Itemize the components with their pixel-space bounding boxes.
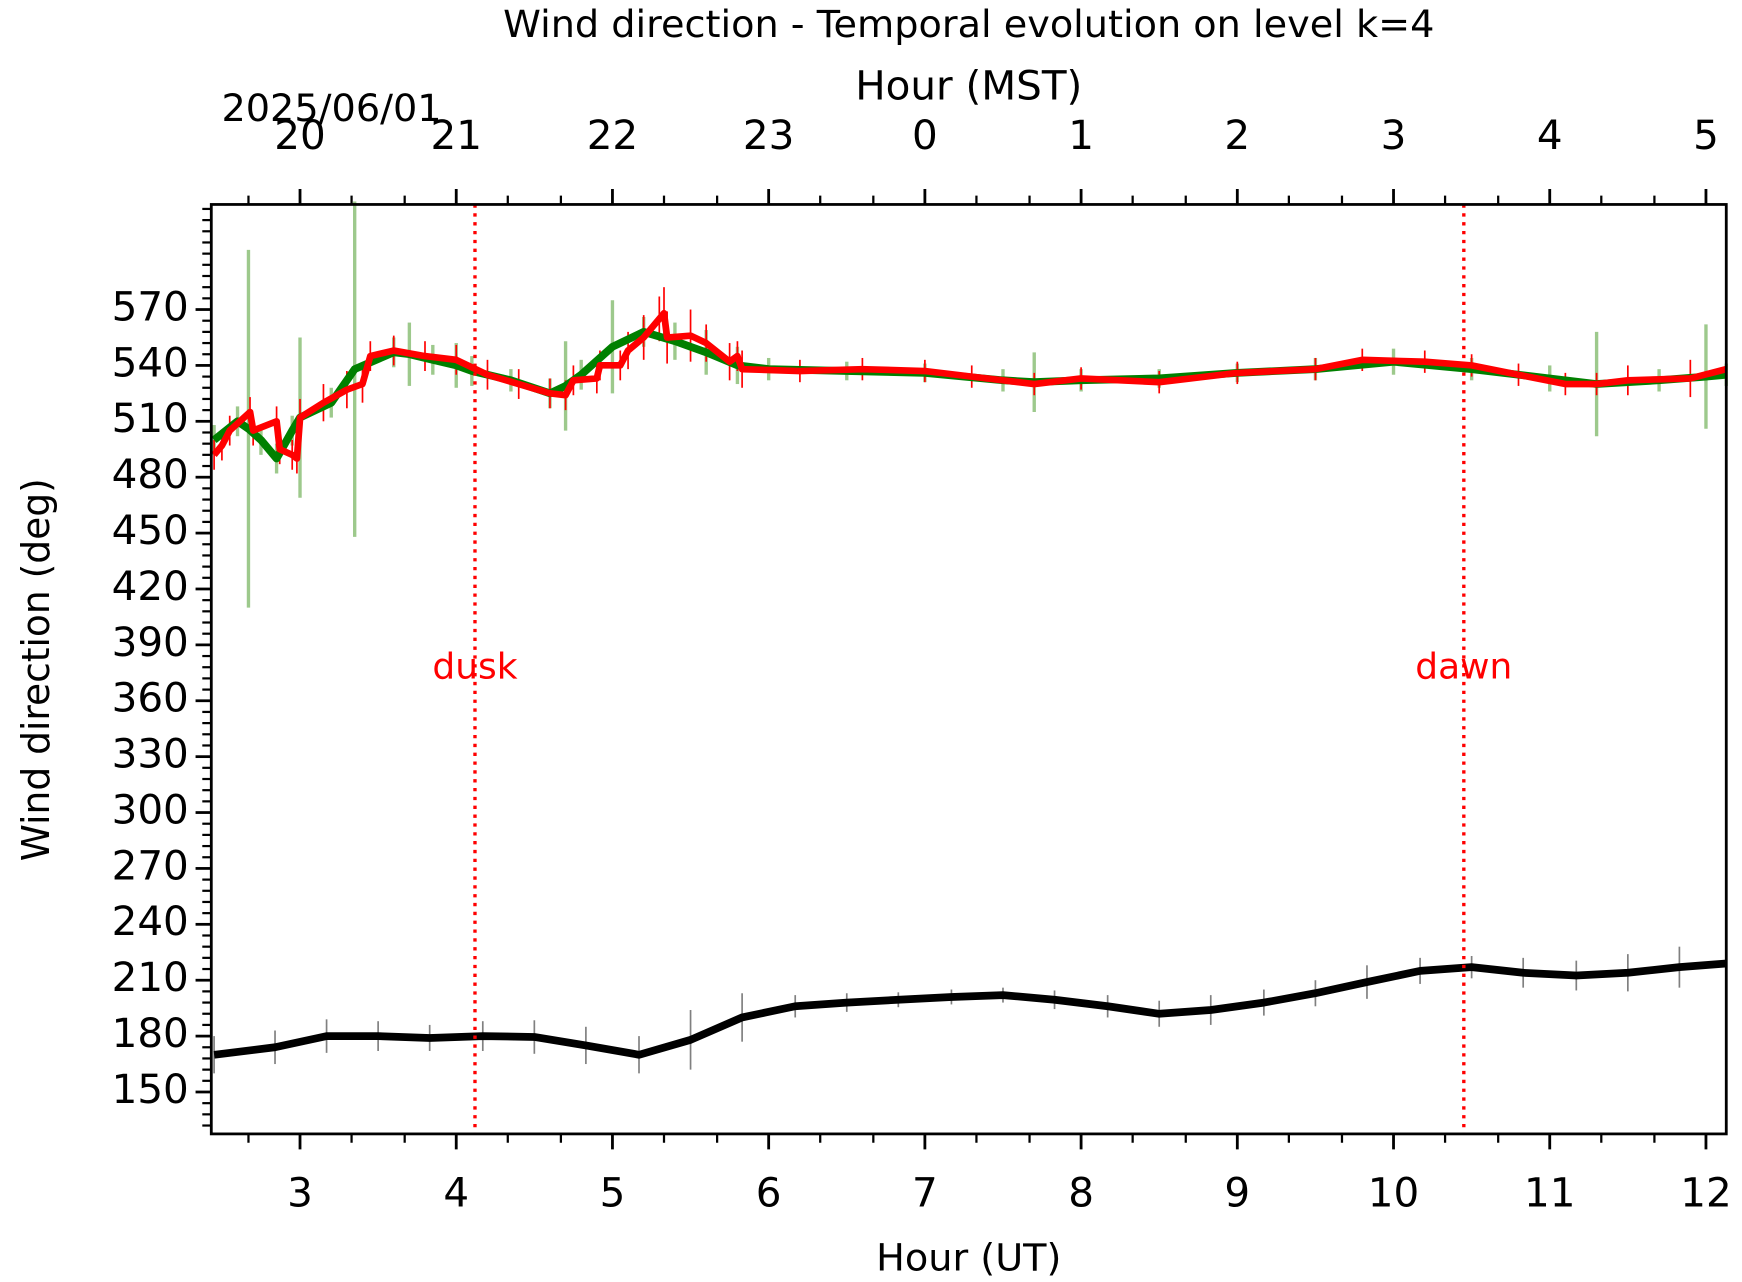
x-tick-label: 4 [443,1171,469,1217]
x-tick-label: 9 [1224,1171,1250,1217]
x-tick-label: 6 [756,1171,782,1217]
x2-tick-label: 3 [1381,113,1407,159]
y-tick-label: 570 [112,285,189,331]
y-tick-label: 210 [112,955,189,1001]
x2-tick-label: 0 [912,113,938,159]
y-tick-label: 240 [112,900,189,946]
chart-title: Wind direction - Temporal evolution on l… [503,2,1434,46]
x2-tick-label: 2 [1224,113,1250,159]
y-tick-label: 540 [112,341,189,387]
series-line [211,328,1727,463]
y-axis-label: Wind direction (deg) [14,478,58,861]
y-tick-label: 450 [112,508,189,554]
x2-tick-label: 4 [1537,113,1563,159]
plot-frame [209,203,1728,1136]
x-tick-label: 12 [1680,1171,1731,1217]
date-label: 2025/06/01 [221,86,441,130]
y-tick-label: 480 [112,452,189,498]
x-tick-label: 7 [912,1171,938,1217]
series-line [211,309,1728,462]
x2-tick-label: 23 [743,113,794,159]
y-tick-label: 270 [112,844,189,890]
x2-axis-label: Hour (MST) [855,64,1082,110]
x2-tick-label: 22 [587,113,638,159]
y-tick-label: 300 [112,788,189,834]
x-tick-label: 3 [287,1171,313,1217]
y-tick-label: 360 [112,676,189,722]
x2-tick-label: 20 [274,113,325,159]
x-tick-label: 10 [1368,1171,1419,1217]
event-label: dawn [1415,647,1512,688]
y-tick-label: 390 [112,620,189,666]
x-tick-label: 5 [600,1171,626,1217]
y-tick-label: 150 [112,1067,189,1113]
x2-tick-label: 21 [430,113,481,159]
x2-tick-label: 5 [1693,113,1719,159]
y-tick-label: 330 [112,732,189,778]
x-tick-label: 8 [1068,1171,1094,1217]
event-label: dusk [432,647,518,688]
x-tick-label: 11 [1524,1171,1575,1217]
y-tick-label: 420 [112,564,189,610]
x-axis-label: Hour (UT) [876,1236,1061,1280]
y-tick-label: 180 [112,1011,189,1057]
x2-tick-label: 1 [1068,113,1094,159]
series-line [213,959,1727,1059]
y-tick-label: 510 [112,397,189,443]
